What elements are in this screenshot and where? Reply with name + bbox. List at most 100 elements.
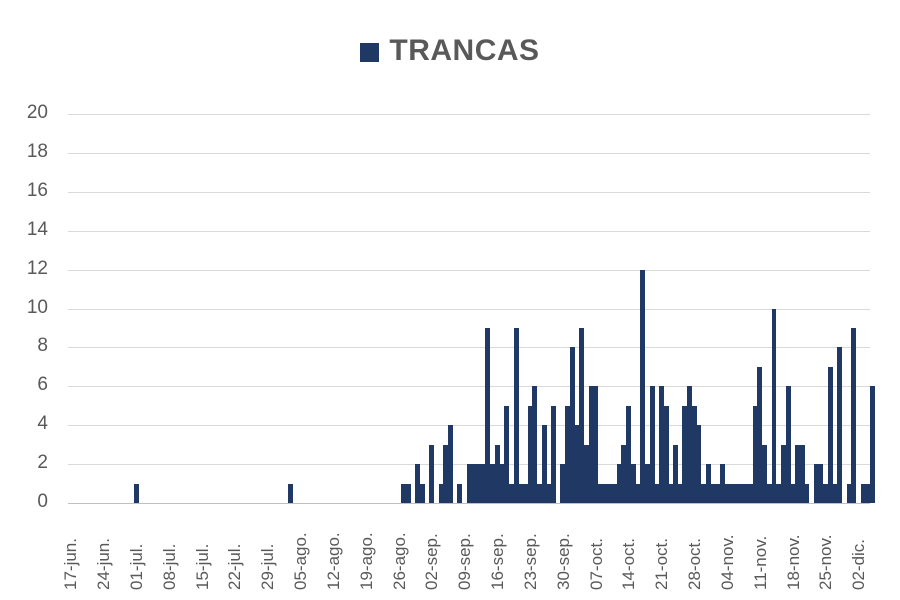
bar	[490, 464, 496, 503]
bar	[804, 483, 810, 503]
bar	[757, 366, 763, 503]
gridline	[68, 425, 870, 427]
bar	[673, 444, 678, 503]
bar	[823, 483, 829, 503]
bar	[832, 483, 838, 503]
x-tick-label: 28-oct.	[685, 538, 705, 590]
bar	[776, 483, 782, 503]
x-tick-label: 09-sep.	[455, 533, 475, 590]
y-tick-label: 18	[26, 140, 48, 162]
bar	[780, 444, 786, 503]
x-tick-label: 19-ago.	[356, 532, 376, 590]
bar	[710, 483, 716, 503]
bar	[546, 483, 552, 503]
bar	[846, 483, 852, 503]
bar	[729, 483, 735, 503]
bar	[654, 483, 660, 503]
bar	[400, 483, 406, 503]
gridline	[68, 386, 870, 388]
bar	[794, 444, 800, 503]
bar	[790, 483, 796, 503]
bar	[766, 483, 772, 503]
bar	[696, 425, 702, 503]
bar	[837, 347, 843, 503]
bar	[466, 464, 472, 503]
bar	[851, 327, 857, 503]
bar	[865, 483, 871, 503]
bar	[565, 405, 571, 503]
y-tick-label: 4	[37, 413, 48, 435]
bar	[626, 405, 632, 503]
bar	[485, 327, 491, 503]
bar	[701, 483, 707, 503]
x-tick-label: 02-dic.	[849, 538, 869, 590]
bar	[288, 483, 294, 503]
bar	[527, 405, 533, 503]
bar	[588, 386, 594, 503]
bar	[447, 425, 453, 503]
bar	[513, 327, 519, 503]
bar	[649, 386, 655, 503]
bar	[471, 464, 477, 503]
bar	[551, 405, 557, 503]
gridline	[68, 269, 870, 271]
bar	[870, 386, 875, 503]
bar	[682, 405, 688, 503]
bar	[724, 483, 730, 503]
bar	[687, 386, 693, 503]
x-tick-label: 25-nov.	[816, 534, 836, 590]
x-tick-label: 02-sep.	[422, 533, 442, 590]
bar	[607, 483, 613, 503]
y-tick-label: 2	[37, 452, 48, 474]
bar	[818, 464, 824, 503]
bar	[616, 464, 622, 503]
bar	[705, 464, 711, 503]
bar	[827, 366, 833, 503]
bar	[612, 483, 618, 503]
x-tick-label: 18-nov.	[783, 534, 803, 590]
y-tick-label: 8	[37, 335, 48, 357]
x-tick-label: 26-ago.	[389, 532, 409, 590]
x-tick-label: 22-jul.	[225, 543, 245, 590]
bar	[429, 444, 435, 503]
x-tick-label: 14-oct.	[619, 538, 639, 590]
bar	[748, 483, 754, 503]
gridline	[68, 347, 870, 349]
bar	[715, 483, 721, 503]
bar	[518, 483, 524, 503]
gridline	[68, 152, 870, 154]
x-tick-label: 23-sep.	[520, 533, 540, 590]
y-tick-label: 0	[37, 491, 48, 512]
y-tick-label: 12	[26, 257, 48, 279]
x-tick-label: 15-jul.	[192, 543, 212, 590]
x-axis-line	[68, 503, 870, 504]
bar	[476, 464, 482, 503]
bar	[658, 386, 664, 503]
bar	[799, 444, 805, 503]
x-tick-label: 01-jul.	[127, 543, 146, 590]
x-tick-label: 12-ago.	[323, 532, 343, 590]
gridline	[68, 191, 870, 193]
bar	[733, 483, 739, 503]
x-tick-label: 29-jul.	[258, 543, 278, 590]
bar	[499, 464, 505, 503]
gridline	[68, 230, 870, 232]
bar	[574, 425, 580, 503]
bar	[860, 483, 866, 503]
x-tick-label: 17-jun.	[61, 538, 81, 590]
bar	[405, 483, 411, 503]
x-tick-label: 07-oct.	[586, 538, 606, 590]
bar	[762, 444, 768, 503]
x-tick-label: 21-oct.	[652, 538, 672, 590]
y-tick-label: 16	[26, 179, 48, 201]
bar	[569, 347, 575, 503]
y-tick-label: 10	[26, 296, 48, 318]
bar	[508, 483, 514, 503]
bar	[677, 483, 683, 503]
bar	[621, 444, 627, 503]
bar	[494, 444, 500, 503]
bar	[630, 464, 636, 503]
bar	[583, 444, 589, 503]
bar	[457, 483, 463, 503]
